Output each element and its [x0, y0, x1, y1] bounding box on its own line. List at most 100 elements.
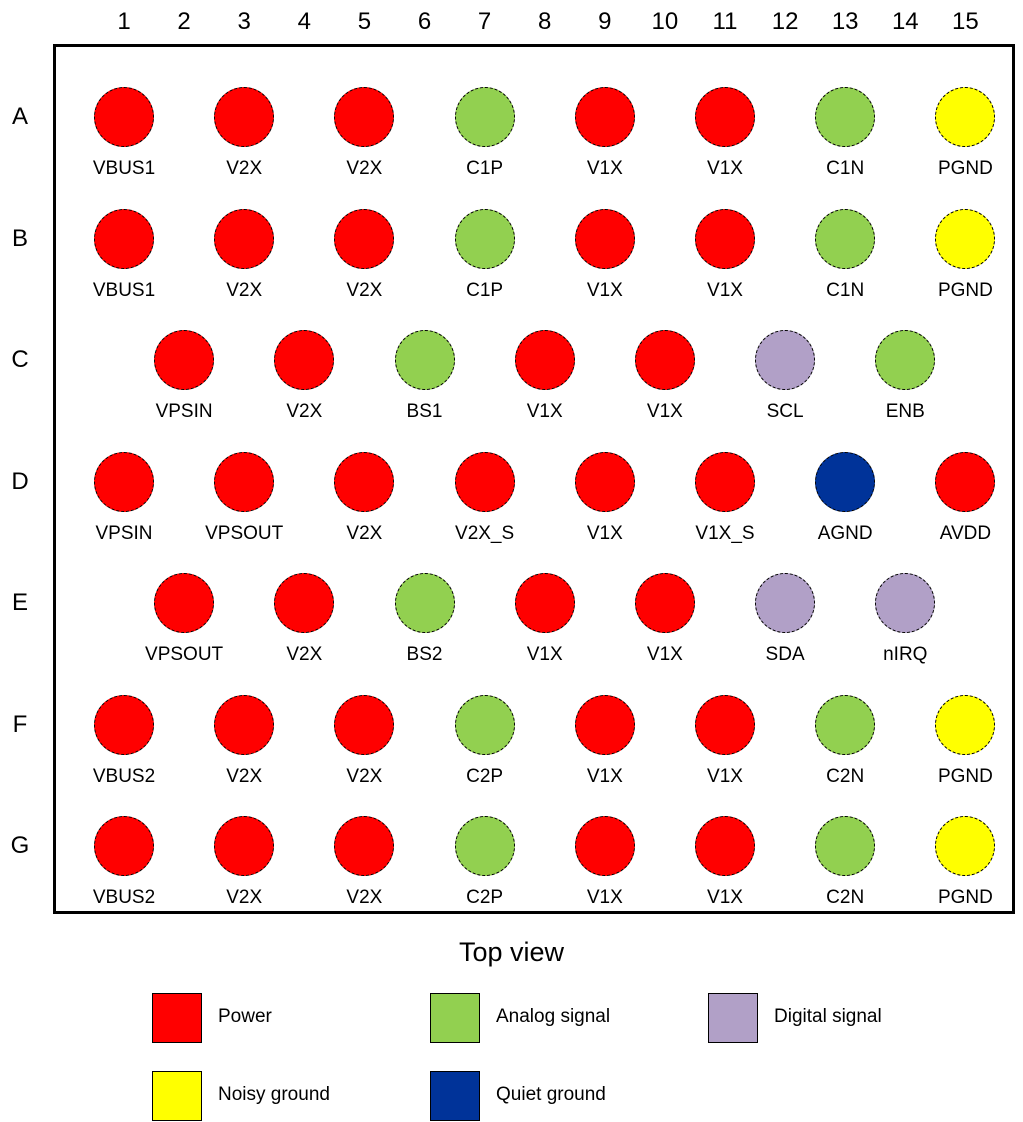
ball-D1 [94, 451, 154, 512]
legend-label: Quiet ground [496, 1084, 606, 1105]
ball-F3 [214, 694, 275, 755]
column-label: 9 [598, 8, 612, 35]
row-label: C [11, 346, 29, 373]
ball-F9 [574, 694, 635, 755]
package-outline [53, 44, 1015, 914]
ball-G13 [815, 816, 876, 876]
ball-B13 [815, 208, 876, 269]
pin-label: C1N [826, 279, 865, 301]
ball-E4 [274, 573, 335, 633]
row-label: B [11, 224, 28, 252]
pin-label: V2X [226, 887, 263, 908]
pin-label: nIRQ [883, 644, 928, 665]
ball-G11 [695, 816, 755, 876]
pin-label: V1X_S [695, 522, 755, 544]
ball-B11 [695, 208, 755, 269]
pin-label: V1X [707, 279, 743, 301]
pin-label: BS1 [406, 401, 443, 422]
pin-label: AVDD [939, 522, 992, 544]
ball-G1 [94, 816, 154, 876]
ball-F13 [815, 694, 876, 755]
pin-label: V2X [226, 279, 263, 301]
pin-label: V2X [346, 887, 383, 908]
pin-label: V1X [586, 765, 623, 787]
legend-swatch [152, 1071, 202, 1121]
pin-label: V1X [526, 644, 563, 665]
pin-label: C2N [826, 765, 865, 787]
column-label: 10 [651, 8, 679, 35]
ball-D9 [574, 451, 635, 512]
pin-label: VBUS2 [92, 765, 156, 787]
ball-B15 [935, 208, 996, 269]
column-label: 5 [357, 8, 372, 35]
ball-C6 [394, 330, 455, 390]
pin-label: V2X [226, 765, 263, 787]
pin-label: PGND [937, 887, 993, 908]
ball-C2 [154, 330, 215, 390]
column-label: 13 [831, 8, 859, 35]
ball-B5 [334, 208, 395, 269]
pin-label: SDA [765, 644, 805, 665]
pin-label: V1X [707, 887, 743, 908]
legend-label: Power [218, 1006, 272, 1027]
pin-label: VBUS1 [92, 279, 156, 301]
ball-G5 [334, 816, 395, 876]
ball-C10 [634, 330, 695, 390]
ball-E12 [755, 573, 816, 633]
column-label: 2 [177, 8, 191, 35]
ball-A5 [334, 87, 395, 147]
ball-B1 [94, 208, 154, 269]
pin-label: V1X [646, 644, 683, 665]
ball-F5 [334, 694, 395, 755]
pin-label: C1P [466, 279, 504, 301]
pin-label: V1X [586, 158, 623, 179]
pin-label: V1X [646, 401, 683, 422]
column-label: 1 [117, 8, 131, 35]
ball-F1 [94, 694, 154, 755]
column-label: 12 [771, 8, 799, 35]
ball-C4 [274, 330, 335, 390]
legend-swatch [430, 1071, 480, 1121]
pin-label: V2X [226, 158, 263, 179]
pin-label: V2X [346, 522, 383, 544]
ball-C8 [514, 330, 575, 390]
ball-E10 [634, 573, 695, 633]
ball-D13 [815, 451, 876, 512]
ball-A3 [214, 87, 275, 147]
pin-label: VPSOUT [145, 644, 224, 665]
ball-B9 [574, 208, 635, 269]
column-label: 8 [538, 8, 552, 35]
ball-A7 [454, 87, 515, 147]
ball-A15 [935, 87, 996, 147]
legend-label: Analog signal [496, 1006, 611, 1027]
ball-C14 [875, 330, 936, 390]
row-label: D [11, 467, 29, 495]
column-label: 3 [237, 8, 251, 35]
column-label: 11 [712, 8, 738, 35]
ball-A13 [815, 87, 876, 147]
ball-D11 [695, 451, 755, 512]
ball-G7 [454, 816, 515, 876]
pin-label: VBUS2 [92, 887, 156, 908]
pin-label: V2X [286, 644, 323, 665]
row-label: A [11, 103, 28, 130]
ball-G3 [214, 816, 275, 876]
pin-label: C2N [826, 887, 865, 908]
ball-C12 [755, 330, 816, 390]
ball-B7 [454, 208, 515, 269]
column-label: 7 [477, 8, 492, 35]
pin-label: V2X_S [455, 522, 515, 544]
pin-label: V2X [286, 401, 323, 422]
pin-label: AGND [817, 522, 873, 544]
legend-swatch [708, 993, 758, 1043]
legend-swatch [152, 993, 202, 1043]
pin-label: VPSIN [95, 522, 153, 544]
view-title: Top view [458, 937, 565, 967]
ball-D15 [935, 451, 996, 512]
pin-label: ENB [885, 401, 925, 422]
pin-label: V1X [526, 401, 563, 422]
pin-label: C2P [466, 765, 504, 787]
ball-E8 [514, 573, 575, 633]
pin-label: V2X [346, 765, 383, 787]
